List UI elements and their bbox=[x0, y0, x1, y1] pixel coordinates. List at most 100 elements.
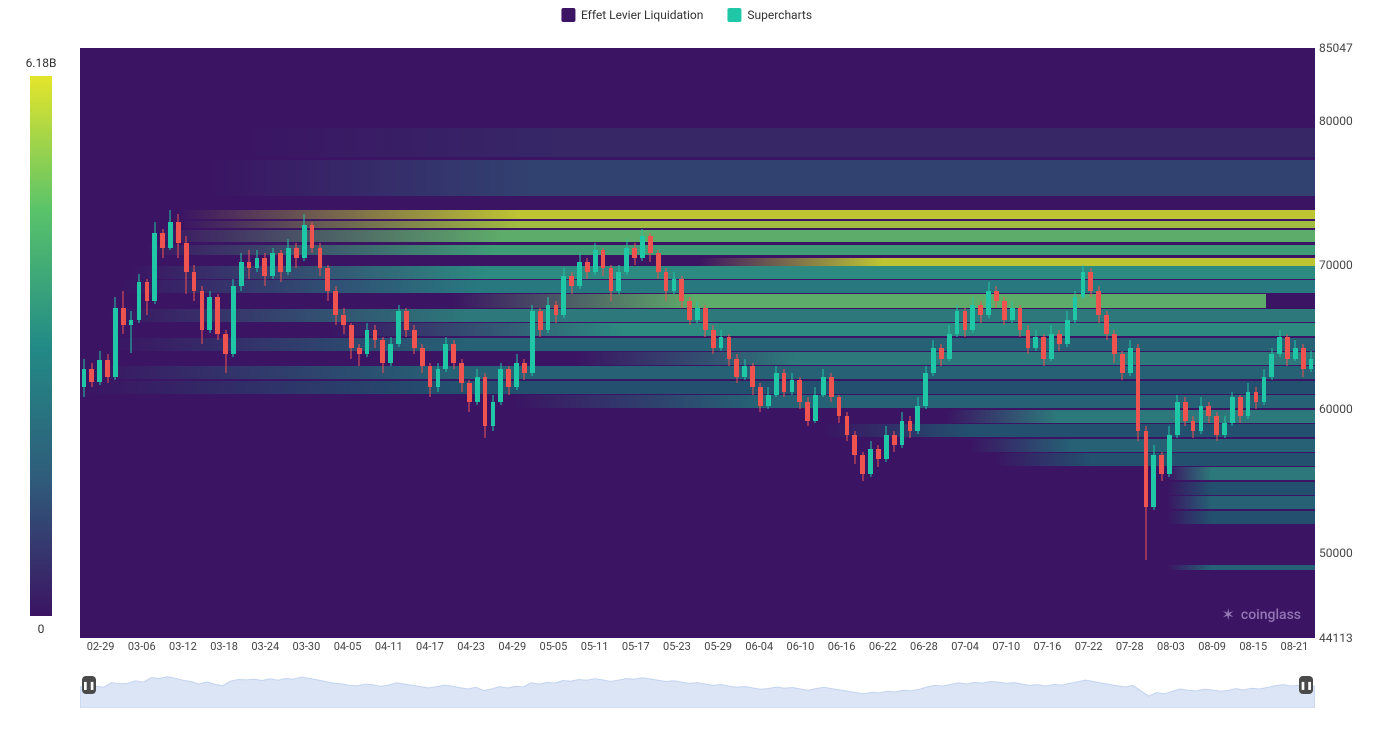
candle bbox=[184, 48, 189, 638]
candle bbox=[797, 48, 802, 638]
candle bbox=[404, 48, 409, 638]
x-tick-label: 07-10 bbox=[992, 640, 1020, 653]
candle bbox=[679, 48, 684, 638]
candle bbox=[986, 48, 991, 638]
x-tick-label: 04-11 bbox=[375, 640, 403, 653]
candle bbox=[270, 48, 275, 638]
candle bbox=[388, 48, 393, 638]
candle bbox=[766, 48, 771, 638]
x-tick-label: 05-11 bbox=[581, 640, 609, 653]
y-tick-label: 60000 bbox=[1319, 402, 1353, 416]
candle bbox=[609, 48, 614, 638]
mini-chart bbox=[80, 662, 1315, 708]
candle bbox=[137, 48, 142, 638]
candle bbox=[1081, 48, 1086, 638]
candle bbox=[978, 48, 983, 638]
y-tick-label: 50000 bbox=[1319, 546, 1353, 560]
candle bbox=[341, 48, 346, 638]
legend-label: Supercharts bbox=[747, 8, 812, 22]
candle bbox=[373, 48, 378, 638]
candle bbox=[357, 48, 362, 638]
candle bbox=[955, 48, 960, 638]
candle bbox=[491, 48, 496, 638]
brush-handle-right[interactable]: ❚❚ bbox=[1299, 676, 1313, 694]
candle bbox=[1167, 48, 1172, 638]
x-tick-label: 07-16 bbox=[1034, 640, 1062, 653]
candle bbox=[868, 48, 873, 638]
candle bbox=[632, 48, 637, 638]
candle bbox=[994, 48, 999, 638]
x-tick-label: 05-05 bbox=[540, 640, 568, 653]
candle bbox=[1175, 48, 1180, 638]
candle bbox=[805, 48, 810, 638]
legend-swatch-liquidation bbox=[561, 8, 575, 22]
x-tick-label: 06-10 bbox=[787, 640, 815, 653]
candle bbox=[1128, 48, 1133, 638]
candle bbox=[1104, 48, 1109, 638]
candle bbox=[145, 48, 150, 638]
candle bbox=[554, 48, 559, 638]
candle bbox=[1206, 48, 1211, 638]
legend-swatch-supercharts bbox=[727, 8, 741, 22]
heatmap-chart[interactable]: ✶ coinglass bbox=[80, 48, 1315, 638]
candle bbox=[506, 48, 511, 638]
candle bbox=[852, 48, 857, 638]
candle bbox=[1120, 48, 1125, 638]
candle bbox=[1010, 48, 1015, 638]
x-tick-label: 06-04 bbox=[745, 640, 773, 653]
candle bbox=[734, 48, 739, 638]
candle bbox=[1151, 48, 1156, 638]
x-tick-label: 03-12 bbox=[169, 640, 197, 653]
candle bbox=[396, 48, 401, 638]
candle bbox=[1065, 48, 1070, 638]
candle bbox=[1277, 48, 1282, 638]
candle bbox=[656, 48, 661, 638]
brush-handle-left[interactable]: ❚❚ bbox=[82, 676, 96, 694]
candle bbox=[1033, 48, 1038, 638]
candle bbox=[1191, 48, 1196, 638]
candle bbox=[215, 48, 220, 638]
candle bbox=[483, 48, 488, 638]
candle bbox=[538, 48, 543, 638]
candle bbox=[829, 48, 834, 638]
candle bbox=[876, 48, 881, 638]
x-tick-label: 08-03 bbox=[1157, 640, 1185, 653]
candle bbox=[82, 48, 87, 638]
candle bbox=[1183, 48, 1188, 638]
candle bbox=[89, 48, 94, 638]
candle bbox=[522, 48, 527, 638]
candle bbox=[970, 48, 975, 638]
candle bbox=[475, 48, 480, 638]
candle bbox=[105, 48, 110, 638]
candle bbox=[380, 48, 385, 638]
time-brush[interactable]: ❚❚ ❚❚ bbox=[80, 662, 1315, 708]
candle bbox=[711, 48, 716, 638]
candle bbox=[1112, 48, 1117, 638]
candle bbox=[1041, 48, 1046, 638]
x-tick-label: 05-17 bbox=[622, 640, 650, 653]
candle bbox=[459, 48, 464, 638]
candle bbox=[884, 48, 889, 638]
y-tick-label: 80000 bbox=[1319, 114, 1353, 128]
candle bbox=[302, 48, 307, 638]
candle bbox=[727, 48, 732, 638]
chart-legend: Effet Levier Liquidation Supercharts bbox=[561, 8, 812, 22]
candle bbox=[1159, 48, 1164, 638]
candle bbox=[443, 48, 448, 638]
candle bbox=[845, 48, 850, 638]
candle bbox=[750, 48, 755, 638]
watermark-text: coinglass bbox=[1241, 607, 1301, 623]
candle bbox=[1136, 48, 1141, 638]
watermark: ✶ coinglass bbox=[1222, 605, 1301, 624]
candle bbox=[1262, 48, 1267, 638]
candle bbox=[1238, 48, 1243, 638]
candle bbox=[648, 48, 653, 638]
candle bbox=[286, 48, 291, 638]
candle bbox=[923, 48, 928, 638]
candle bbox=[585, 48, 590, 638]
colorbar-max-label: 6.18B bbox=[26, 56, 57, 70]
x-tick-label: 05-29 bbox=[704, 640, 732, 653]
legend-item-liquidation[interactable]: Effet Levier Liquidation bbox=[561, 8, 703, 22]
candle bbox=[152, 48, 157, 638]
legend-item-supercharts[interactable]: Supercharts bbox=[727, 8, 812, 22]
